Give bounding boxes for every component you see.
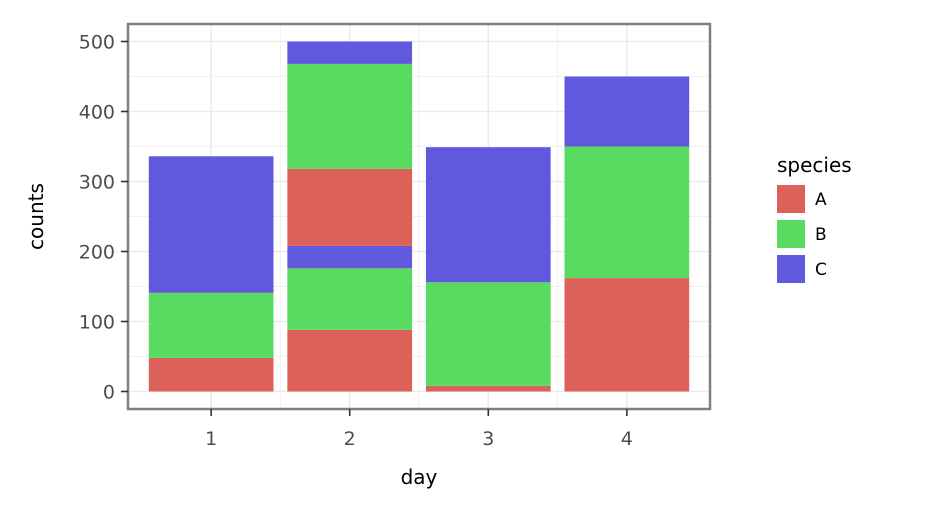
- bar-A-day-2: [287, 329, 413, 392]
- legend-swatch-B: [777, 220, 805, 248]
- y-axis-title: counts: [24, 183, 48, 250]
- bar-A-day-3: [425, 385, 551, 392]
- bars: [148, 41, 690, 392]
- y-tick-label: 400: [79, 102, 115, 124]
- legend-label-A: A: [815, 190, 827, 210]
- y-tick-label: 200: [79, 242, 115, 264]
- x-axis-title: day: [401, 465, 438, 489]
- bar-B-day-2: [287, 268, 413, 330]
- bar-B-day-2: [287, 63, 413, 169]
- x-axis: 1 2 3 4: [205, 409, 633, 450]
- bar-A-day-4: [564, 278, 690, 392]
- legend: species ABC: [777, 153, 852, 283]
- bar-A-day-2: [287, 168, 413, 246]
- legend-items: ABC: [777, 185, 827, 283]
- x-tick-label: 2: [344, 428, 356, 450]
- y-axis: 0 100 200 300 400 500: [79, 32, 128, 404]
- bar-C-day-3: [425, 147, 551, 283]
- x-tick-label: 3: [482, 428, 494, 450]
- bar-B-day-3: [425, 282, 551, 386]
- bar-B-day-4: [564, 146, 690, 279]
- panel-border: [126, 22, 712, 411]
- bar-C-day-2: [287, 41, 413, 64]
- x-tick-label: 4: [621, 428, 633, 450]
- bar-A-day-1: [148, 357, 274, 392]
- bar-C-day-1: [148, 156, 274, 293]
- y-tick-label: 0: [103, 382, 115, 404]
- y-tick-label: 100: [79, 312, 115, 334]
- legend-swatch-A: [777, 185, 805, 213]
- legend-label-C: C: [815, 260, 827, 280]
- bar-C-day-2: [287, 245, 413, 269]
- y-tick-label: 500: [79, 32, 115, 54]
- bar-C-day-4: [564, 76, 690, 147]
- legend-label-B: B: [815, 225, 827, 245]
- y-tick-label: 300: [79, 172, 115, 194]
- bar-B-day-1: [148, 292, 274, 358]
- x-tick-label: 1: [205, 428, 217, 450]
- legend-title: species: [777, 153, 852, 177]
- legend-swatch-C: [777, 255, 805, 283]
